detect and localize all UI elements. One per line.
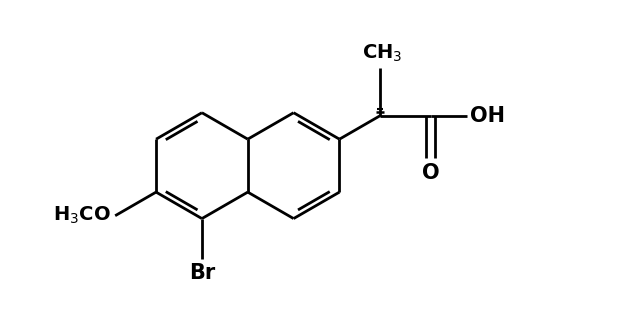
Text: CH$_3$: CH$_3$ (362, 43, 402, 64)
Text: O: O (422, 163, 440, 183)
Text: H$_3$CO: H$_3$CO (53, 205, 111, 226)
Text: Br: Br (189, 263, 215, 284)
Text: OH: OH (470, 106, 505, 126)
